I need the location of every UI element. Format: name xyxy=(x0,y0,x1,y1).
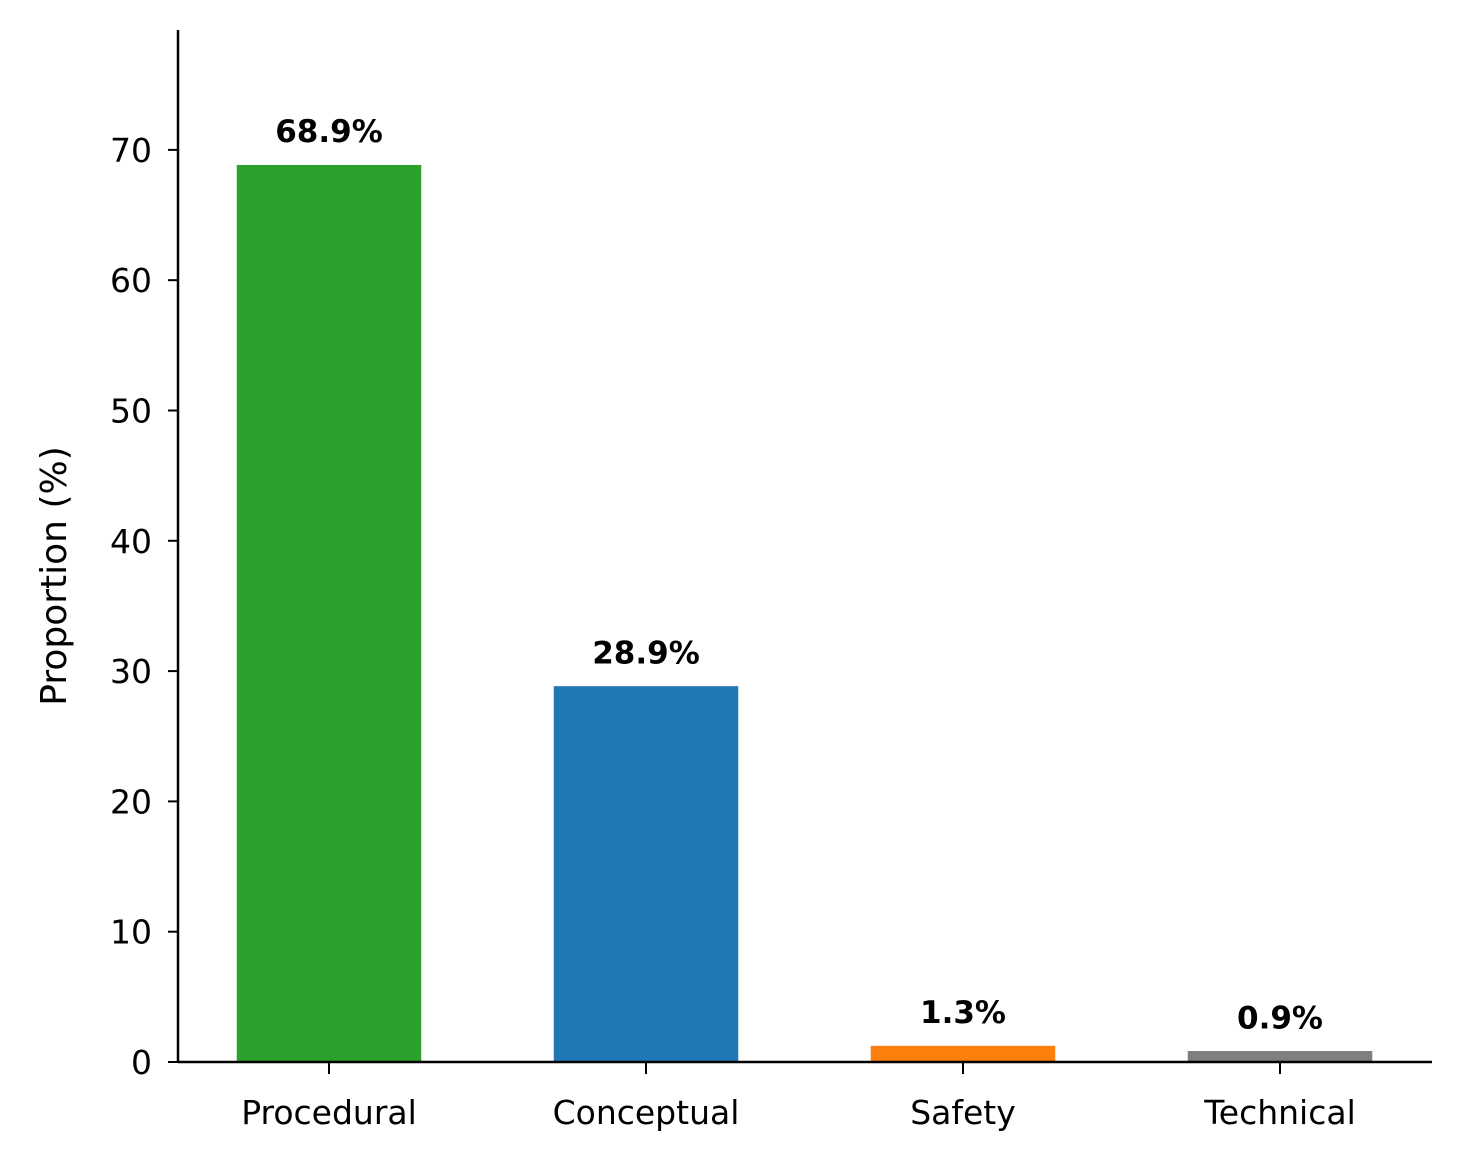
data-label-technical: 0.9% xyxy=(1237,1000,1323,1036)
bars-layer xyxy=(235,163,1374,1063)
y-tick-label: 0 xyxy=(131,1043,152,1082)
x-tick-label-technical: Technical xyxy=(1203,1093,1356,1132)
bar-safety xyxy=(869,1044,1057,1063)
data-label-safety: 1.3% xyxy=(920,995,1006,1031)
x-tick-label-safety: Safety xyxy=(910,1093,1016,1132)
data-label-procedural: 68.9% xyxy=(275,114,383,150)
bar-technical xyxy=(1186,1049,1374,1063)
y-tick-label: 40 xyxy=(110,522,152,561)
x-ticks: Procedural Conceptual Safety Technical xyxy=(241,1062,1356,1132)
y-tick-label: 70 xyxy=(110,131,152,170)
y-ticks: 0 10 20 30 40 50 60 70 xyxy=(110,131,178,1082)
bar-procedural xyxy=(235,163,423,1063)
data-label-conceptual: 28.9% xyxy=(592,635,700,671)
y-tick-label: 10 xyxy=(110,913,152,952)
y-tick-label: 60 xyxy=(110,261,152,300)
x-tick-label-conceptual: Conceptual xyxy=(553,1093,740,1132)
y-tick-label: 30 xyxy=(110,652,152,691)
y-tick-label: 50 xyxy=(110,391,152,430)
data-labels-layer: 68.9% 28.9% 1.3% 0.9% xyxy=(275,114,1323,1036)
bar-conceptual xyxy=(552,684,740,1063)
x-tick-label-procedural: Procedural xyxy=(241,1093,417,1132)
y-axis-title: Proportion (%) xyxy=(34,446,75,706)
y-tick-label: 20 xyxy=(110,782,152,821)
